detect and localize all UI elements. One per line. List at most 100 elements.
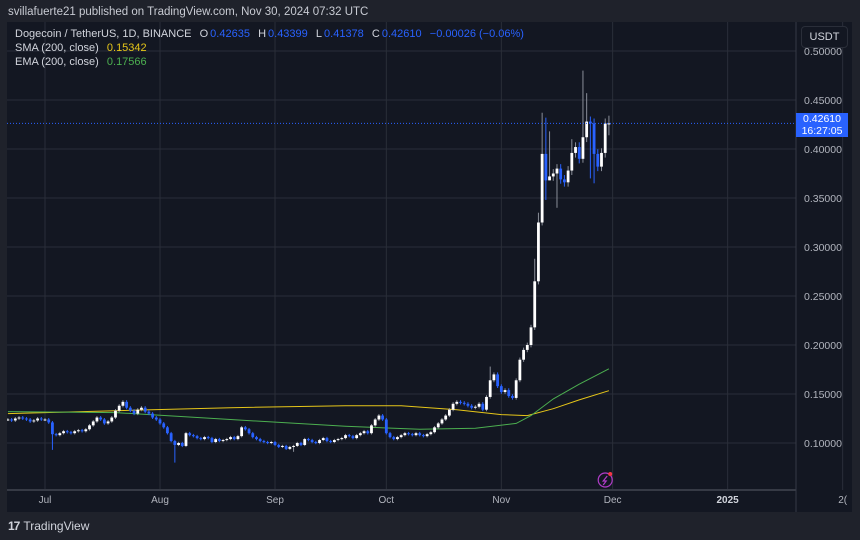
candle-body — [32, 420, 36, 422]
candle-body — [481, 403, 485, 410]
candle-body — [455, 401, 459, 404]
candle-body — [540, 153, 544, 223]
candle-body — [499, 386, 503, 393]
time-tick-label: Dec — [604, 495, 622, 506]
candle-body — [262, 441, 266, 443]
candle-body — [162, 423, 166, 428]
candle-body — [277, 444, 281, 447]
candle-body — [154, 417, 158, 420]
candle-body — [273, 442, 277, 445]
sma-line — [7, 390, 610, 417]
price-tick-label: 0.20000 — [804, 340, 842, 352]
candle-body — [329, 441, 333, 443]
candle-body — [229, 437, 232, 440]
candle-body — [69, 432, 73, 434]
candle-body — [62, 431, 65, 434]
candle-body — [25, 418, 28, 420]
candle-body — [210, 438, 214, 443]
candle-body — [110, 417, 114, 422]
candle-body — [292, 445, 295, 447]
candle-body — [114, 410, 117, 418]
time-tick-label: 2025 — [717, 495, 740, 506]
price-chart[interactable]: 0.10000 0.15000 0.20000 0.25000 0.30000 0.350… — [7, 22, 852, 512]
candle-body — [13, 418, 17, 421]
time-tick-label: Jul — [39, 495, 52, 506]
candle-body — [492, 374, 496, 381]
candle-body — [117, 405, 121, 411]
candle-body — [206, 437, 210, 439]
change-value: −0.00026 (−0.06%) — [429, 28, 524, 40]
candle-body — [514, 380, 518, 398]
candle-body — [240, 427, 244, 437]
candle-body — [384, 419, 388, 434]
candle-body — [266, 442, 269, 444]
candle-body — [166, 427, 169, 434]
candle-body — [592, 123, 596, 154]
candle-body — [358, 433, 362, 436]
candle-body — [184, 433, 188, 446]
candle-body — [544, 153, 548, 181]
candle-body — [99, 417, 103, 420]
time-tick-label: Sep — [266, 495, 284, 506]
candle-body — [551, 173, 555, 177]
publisher-line: svillafuerte21 published on TradingView.… — [8, 6, 369, 18]
candle-body — [303, 439, 307, 445]
candle-body — [585, 121, 589, 138]
candle-body — [381, 415, 385, 420]
candle-body — [281, 445, 284, 447]
candle-body — [433, 427, 436, 433]
candle-body — [243, 427, 247, 430]
candle-body — [336, 439, 340, 441]
high-value: 0.43399 — [268, 28, 308, 40]
candle-body — [351, 436, 355, 439]
tradingview-logo[interactable]: 17 TradingView — [8, 519, 89, 533]
currency-unit-button[interactable]: USDT — [801, 26, 848, 48]
ema-legend[interactable]: EMA (200, close) 0.17566 — [15, 56, 149, 68]
candle-body — [10, 419, 14, 421]
open-value: 0.42635 — [210, 28, 250, 40]
candle-body — [106, 421, 110, 424]
candle-body — [418, 433, 422, 436]
candle-body — [288, 446, 292, 449]
candle-body — [51, 422, 54, 435]
logo-mark-icon: 17 — [8, 519, 20, 533]
candle-body — [488, 380, 492, 397]
candle-body — [559, 168, 563, 180]
candle-body — [473, 406, 477, 408]
candle-body — [429, 432, 433, 435]
lightning-bolt-icon — [601, 475, 608, 486]
candle-body — [574, 147, 577, 153]
candle-body — [537, 222, 540, 282]
sma-legend[interactable]: SMA (200, close) 0.15342 — [15, 42, 149, 54]
candle-body — [80, 430, 84, 432]
candle-body — [470, 405, 474, 408]
candle-body — [451, 403, 455, 410]
candle-body — [344, 435, 347, 439]
candle-body — [236, 436, 240, 440]
candle-body — [373, 419, 377, 426]
candle-body — [221, 440, 225, 442]
high-label: H — [258, 28, 267, 40]
candle-body — [180, 443, 184, 446]
candle-body — [607, 123, 611, 125]
price-tick-label: 0.35000 — [804, 193, 842, 205]
candle-body — [195, 436, 199, 439]
candle-body — [440, 419, 444, 424]
ema-value: 0.17566 — [106, 56, 147, 68]
candle-body — [28, 419, 32, 422]
candle-body — [310, 440, 314, 443]
candle-body — [581, 137, 585, 159]
candle-body — [173, 441, 177, 445]
price-tick-label: 0.30000 — [804, 242, 842, 254]
candle-body — [39, 418, 43, 420]
chart-panel[interactable]: 0.10000 0.15000 0.20000 0.25000 0.30000 0.350… — [7, 22, 852, 512]
candle-body — [370, 425, 373, 434]
candle-body — [462, 402, 466, 404]
candle-body — [503, 390, 507, 393]
candle-body — [225, 439, 229, 441]
candle-body — [102, 419, 106, 424]
price-tick-label: 0.40000 — [804, 144, 842, 156]
bar-countdown: 16:27:05 — [801, 125, 843, 138]
price-tick-label: 0.15000 — [804, 389, 842, 401]
candle-body — [140, 407, 143, 410]
